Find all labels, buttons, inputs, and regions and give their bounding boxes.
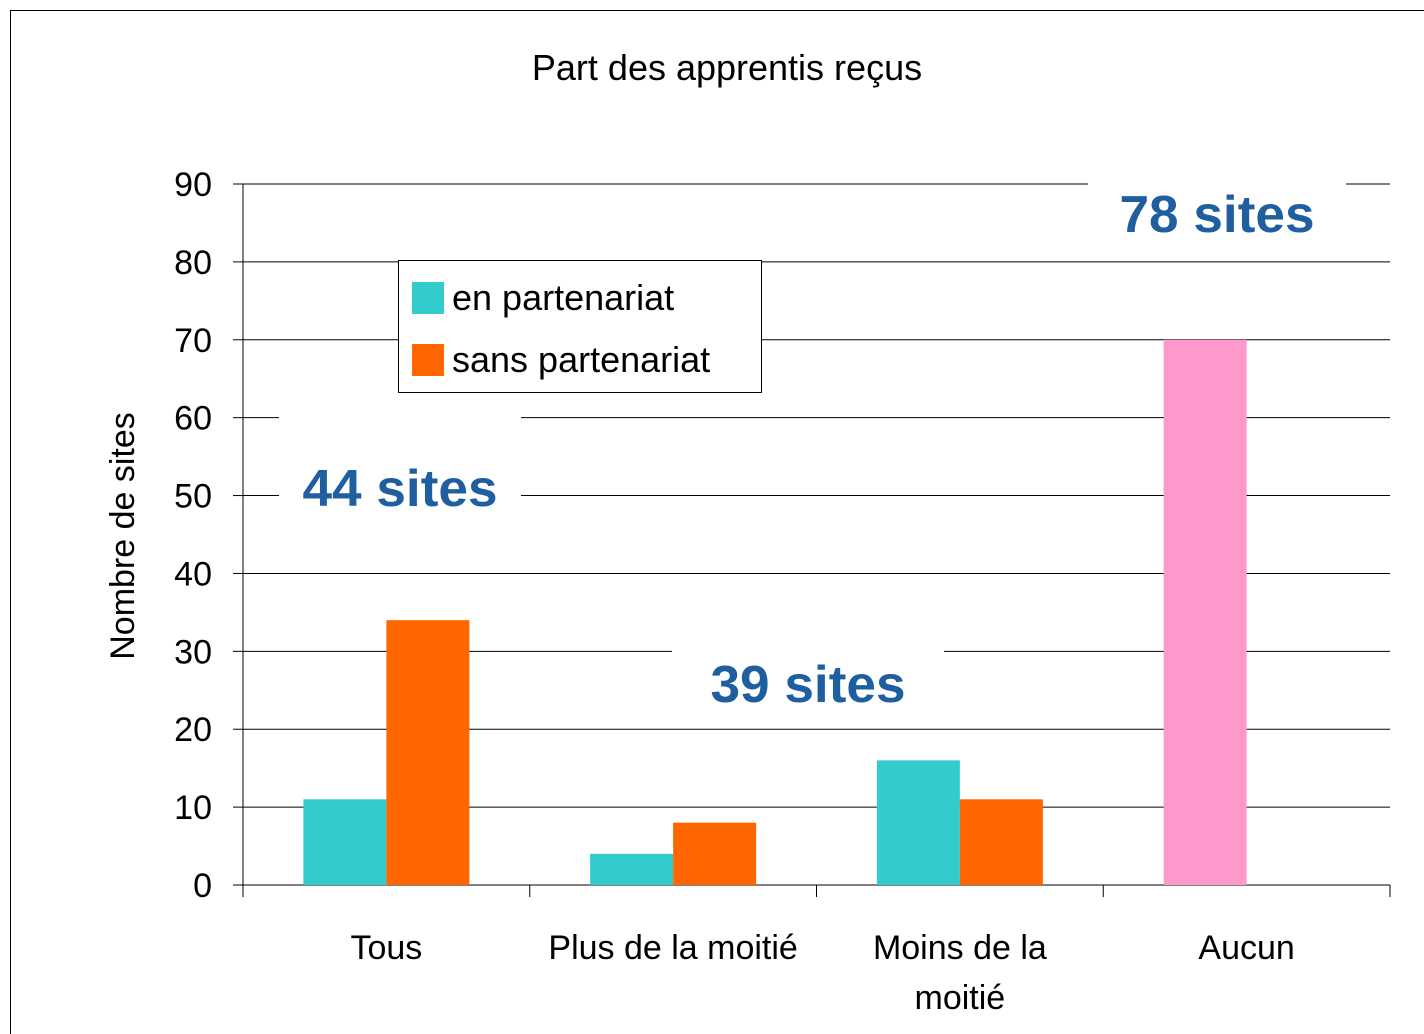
y-tick-label: 80 xyxy=(174,244,212,282)
annotation: 44 sites xyxy=(303,460,498,518)
bar xyxy=(386,620,470,885)
y-tick-label: 40 xyxy=(174,555,212,593)
y-tick-label: 10 xyxy=(174,789,212,827)
annotation: 78 sites xyxy=(1120,186,1315,244)
bar xyxy=(303,799,387,885)
y-tick-label: 70 xyxy=(174,322,212,360)
y-tick-label: 30 xyxy=(174,633,212,671)
annotation: 39 sites xyxy=(711,656,906,714)
y-tick-label: 60 xyxy=(174,400,212,438)
legend-label: sans partenariat xyxy=(452,339,710,380)
legend-label: en partenariat xyxy=(452,277,674,318)
x-tick-label: Moins de la moitié xyxy=(872,929,1047,1017)
y-tick-label: 0 xyxy=(193,867,212,905)
y-tick-label: 50 xyxy=(174,478,212,516)
x-tick-label: Plus de la moitié xyxy=(548,929,798,967)
legend-swatch xyxy=(412,344,444,376)
chart-title: Part des apprentis reçus xyxy=(532,47,922,88)
bar xyxy=(959,799,1043,885)
bar xyxy=(1163,339,1247,885)
legend-box xyxy=(398,260,762,393)
annotation-bg xyxy=(1088,174,1346,254)
y-tick-label: 90 xyxy=(174,166,212,204)
x-tick-label: Aucun xyxy=(1198,929,1295,967)
y-tick-label: 20 xyxy=(174,711,212,749)
annotation-bg xyxy=(672,644,944,724)
bar xyxy=(876,760,960,885)
annotation-bg xyxy=(279,407,521,529)
y-axis-label: Nombre de sites xyxy=(104,412,142,660)
bar xyxy=(590,853,674,885)
x-tick-label: Tous xyxy=(350,929,423,967)
bar xyxy=(673,822,757,885)
legend-swatch xyxy=(412,282,444,314)
